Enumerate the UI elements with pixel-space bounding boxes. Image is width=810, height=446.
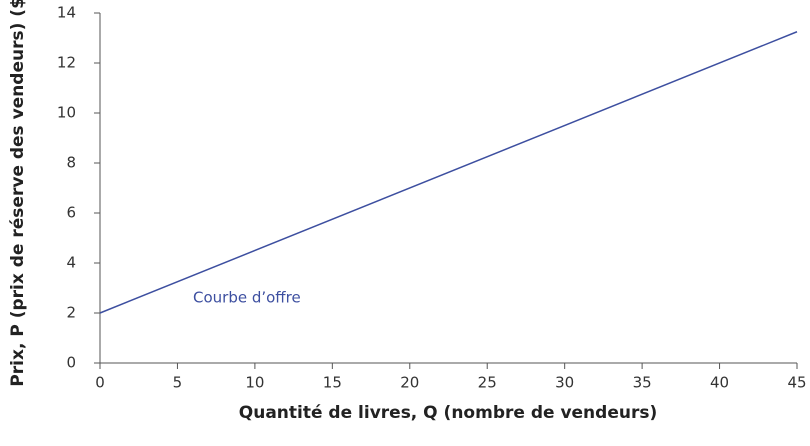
x-tick-label: 5: [173, 374, 183, 392]
x-tick-label: 45: [787, 374, 806, 392]
x-tick-label: 15: [323, 374, 342, 392]
y-tick-label: 0: [66, 354, 76, 372]
x-tick-label: 0: [95, 374, 105, 392]
y-tick-label: 12: [57, 54, 76, 72]
series-label: Courbe d’offre: [193, 289, 301, 307]
y-tick-label: 10: [57, 104, 76, 122]
x-tick-label: 25: [478, 374, 497, 392]
y-tick-label: 4: [66, 254, 76, 272]
x-tick-label: 30: [555, 374, 574, 392]
y-tick-label: 14: [57, 4, 76, 22]
x-tick-label: 10: [245, 374, 264, 392]
y-axis-title: Prix, P (prix de réserve des vendeurs) (…: [8, 0, 28, 387]
line: [99, 31, 798, 314]
x-tick-label: 35: [633, 374, 652, 392]
y-tick-label: 8: [66, 154, 76, 172]
y-tick-label: 2: [66, 304, 76, 322]
x-tick-label: 20: [400, 374, 419, 392]
x-axis-title: Quantité de livres, Q (nombre de vendeur…: [239, 403, 657, 423]
x-tick-label: 40: [710, 374, 729, 392]
y-tick-label: 6: [66, 204, 76, 222]
